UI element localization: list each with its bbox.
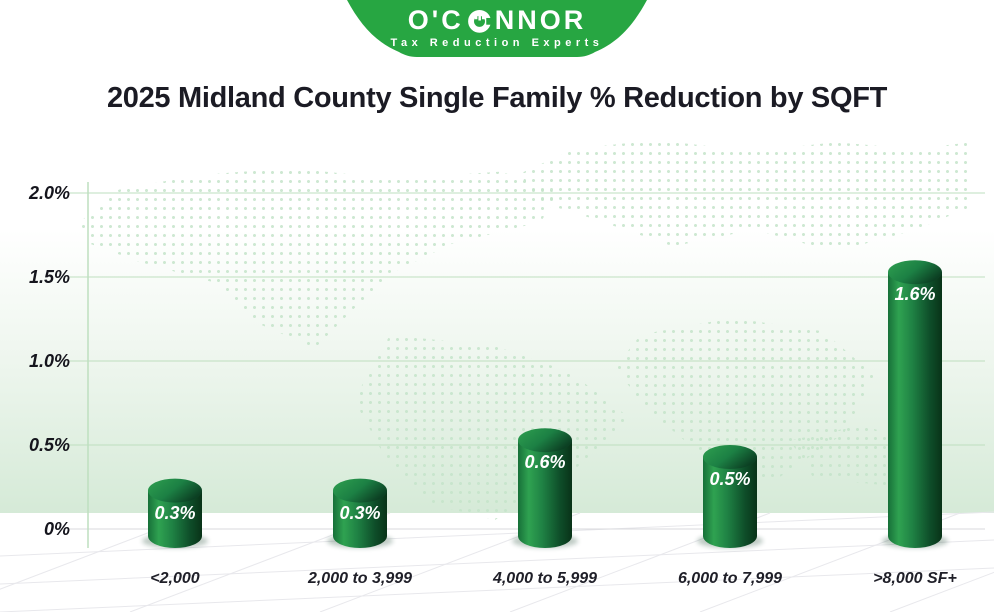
y-axis-label: 0.5%	[28, 435, 70, 455]
x-axis-label: 2,000 to 3,999	[307, 570, 413, 587]
bar-value-label: 0.3%	[339, 502, 381, 523]
y-axis-label: 1.0%	[28, 351, 70, 371]
logo-wordmark: O'C NNOR	[347, 5, 647, 36]
y-axis-label: 0%	[43, 519, 70, 539]
x-axis-label: 4,000 to 5,999	[492, 570, 598, 587]
bar-cylinder->8,000 SF+	[882, 260, 948, 548]
bar-cylinder-<2,000	[142, 478, 208, 548]
oconnor-logo: O'C NNOR Tax Reduction Experts	[347, 0, 647, 57]
bar-value-label: 0.5%	[709, 469, 751, 489]
bar-value-label: 1.6%	[894, 284, 936, 305]
logo-text-suffix: NNOR	[494, 5, 587, 35]
logo-tagline: Tax Reduction Experts	[390, 37, 604, 49]
logo-text-prefix: O'C	[407, 5, 464, 35]
chart-title: 2025 Midland County Single Family % Redu…	[106, 82, 888, 114]
bar-value-label: 0.3%	[154, 502, 196, 523]
x-axis-label: >8,000 SF+	[873, 570, 957, 587]
bar-value-label: 0.6%	[524, 452, 566, 473]
bar-cylinder-4,000 to 5,999	[512, 428, 578, 548]
bar-cylinder-6,000 to 7,999	[697, 445, 763, 548]
x-axis-label: <2,000	[150, 570, 200, 587]
y-axis-label: 1.5%	[28, 267, 70, 287]
key-o-icon	[467, 9, 493, 33]
logo-ribbon-shape	[347, 0, 647, 57]
bar-cylinder-2,000 to 3,999	[327, 478, 393, 548]
x-axis-label: 6,000 to 7,999	[677, 570, 783, 587]
logo-content: O'C NNOR Tax Reduction Experts	[347, 0, 647, 57]
bars	[142, 260, 948, 548]
y-axis-label: 2.0%	[28, 183, 70, 203]
